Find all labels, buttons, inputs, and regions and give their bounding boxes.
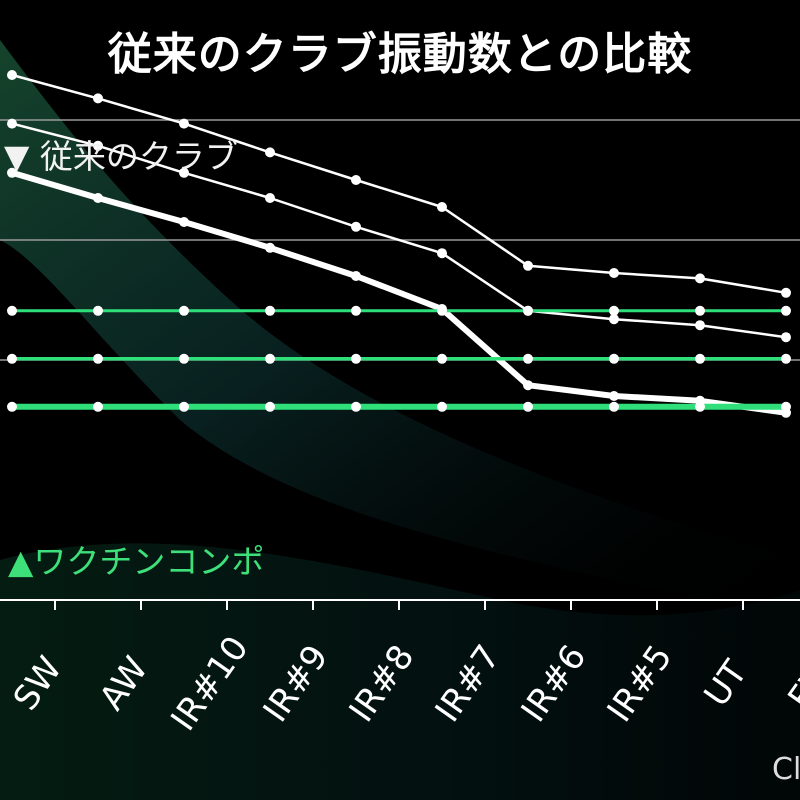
data-point-conventional [7,118,17,129]
legend-conventional: ▼ 従来のクラブ [4,137,238,176]
data-point-wakuchin [523,353,533,364]
data-point-wakuchin [437,401,447,412]
data-point-conventional [351,271,361,281]
data-point-conventional [93,193,103,203]
data-point-conventional [265,147,275,158]
data-point-wakuchin [781,305,791,316]
data-point-wakuchin [609,353,619,364]
x-axis [0,599,800,610]
data-point-wakuchin [179,305,189,316]
unit-label: Cl [772,752,800,787]
data-point-wakuchin [179,401,189,412]
data-point-wakuchin [93,305,103,316]
data-point-wakuchin [7,305,17,316]
data-point-wakuchin [695,401,705,412]
data-point-wakuchin [179,353,189,364]
data-point-conventional [351,175,361,185]
data-point-wakuchin [609,305,619,316]
data-point-conventional [179,167,189,178]
data-point-wakuchin [781,353,791,364]
data-point-conventional [351,221,361,232]
data-point-wakuchin [351,305,361,316]
data-point-wakuchin [93,353,103,364]
data-point-conventional [437,248,447,259]
data-point-conventional [265,193,275,203]
data-point-wakuchin [437,305,447,316]
data-point-wakuchin [781,401,791,412]
data-point-wakuchin [351,401,361,412]
data-point-wakuchin [523,401,533,412]
series-line-conventional [10,73,788,295]
data-point-wakuchin [695,305,705,316]
data-point-conventional [437,202,447,212]
data-point-wakuchin [609,401,619,412]
data-point-wakuchin [7,401,17,412]
data-point-wakuchin [265,401,275,412]
series-line-conventional [10,122,788,339]
data-point-conventional [265,242,275,253]
data-point-conventional [523,380,533,391]
data-point-conventional [7,70,17,80]
background-wave-upper [0,40,800,620]
series-line-conventional [9,169,789,416]
data-point-conventional [93,140,103,151]
data-point-conventional [7,167,17,178]
data-point-conventional [609,268,619,278]
data-point-conventional [781,332,791,343]
data-point-conventional [179,118,189,129]
data-point-wakuchin [265,353,275,364]
data-point-wakuchin [7,353,17,364]
data-point-wakuchin [523,305,533,316]
data-point-conventional [609,314,619,325]
chart-title: 従来のクラブ振動数との比較 [107,29,693,80]
background-wave-lower [0,543,800,800]
data-point-conventional [695,320,705,331]
data-point-wakuchin [265,305,275,316]
data-point-conventional [609,391,619,401]
data-point-conventional [781,287,791,298]
data-point-conventional [695,273,705,284]
data-point-wakuchin [695,353,705,364]
data-point-conventional [179,217,189,227]
data-point-wakuchin [93,401,103,412]
data-point-wakuchin [437,353,447,364]
legend-wakuchin: ▲ワクチンコンポ [8,542,265,581]
data-point-conventional [523,260,533,271]
data-point-conventional [93,93,103,104]
series-layer [7,70,791,418]
data-point-wakuchin [351,353,361,364]
